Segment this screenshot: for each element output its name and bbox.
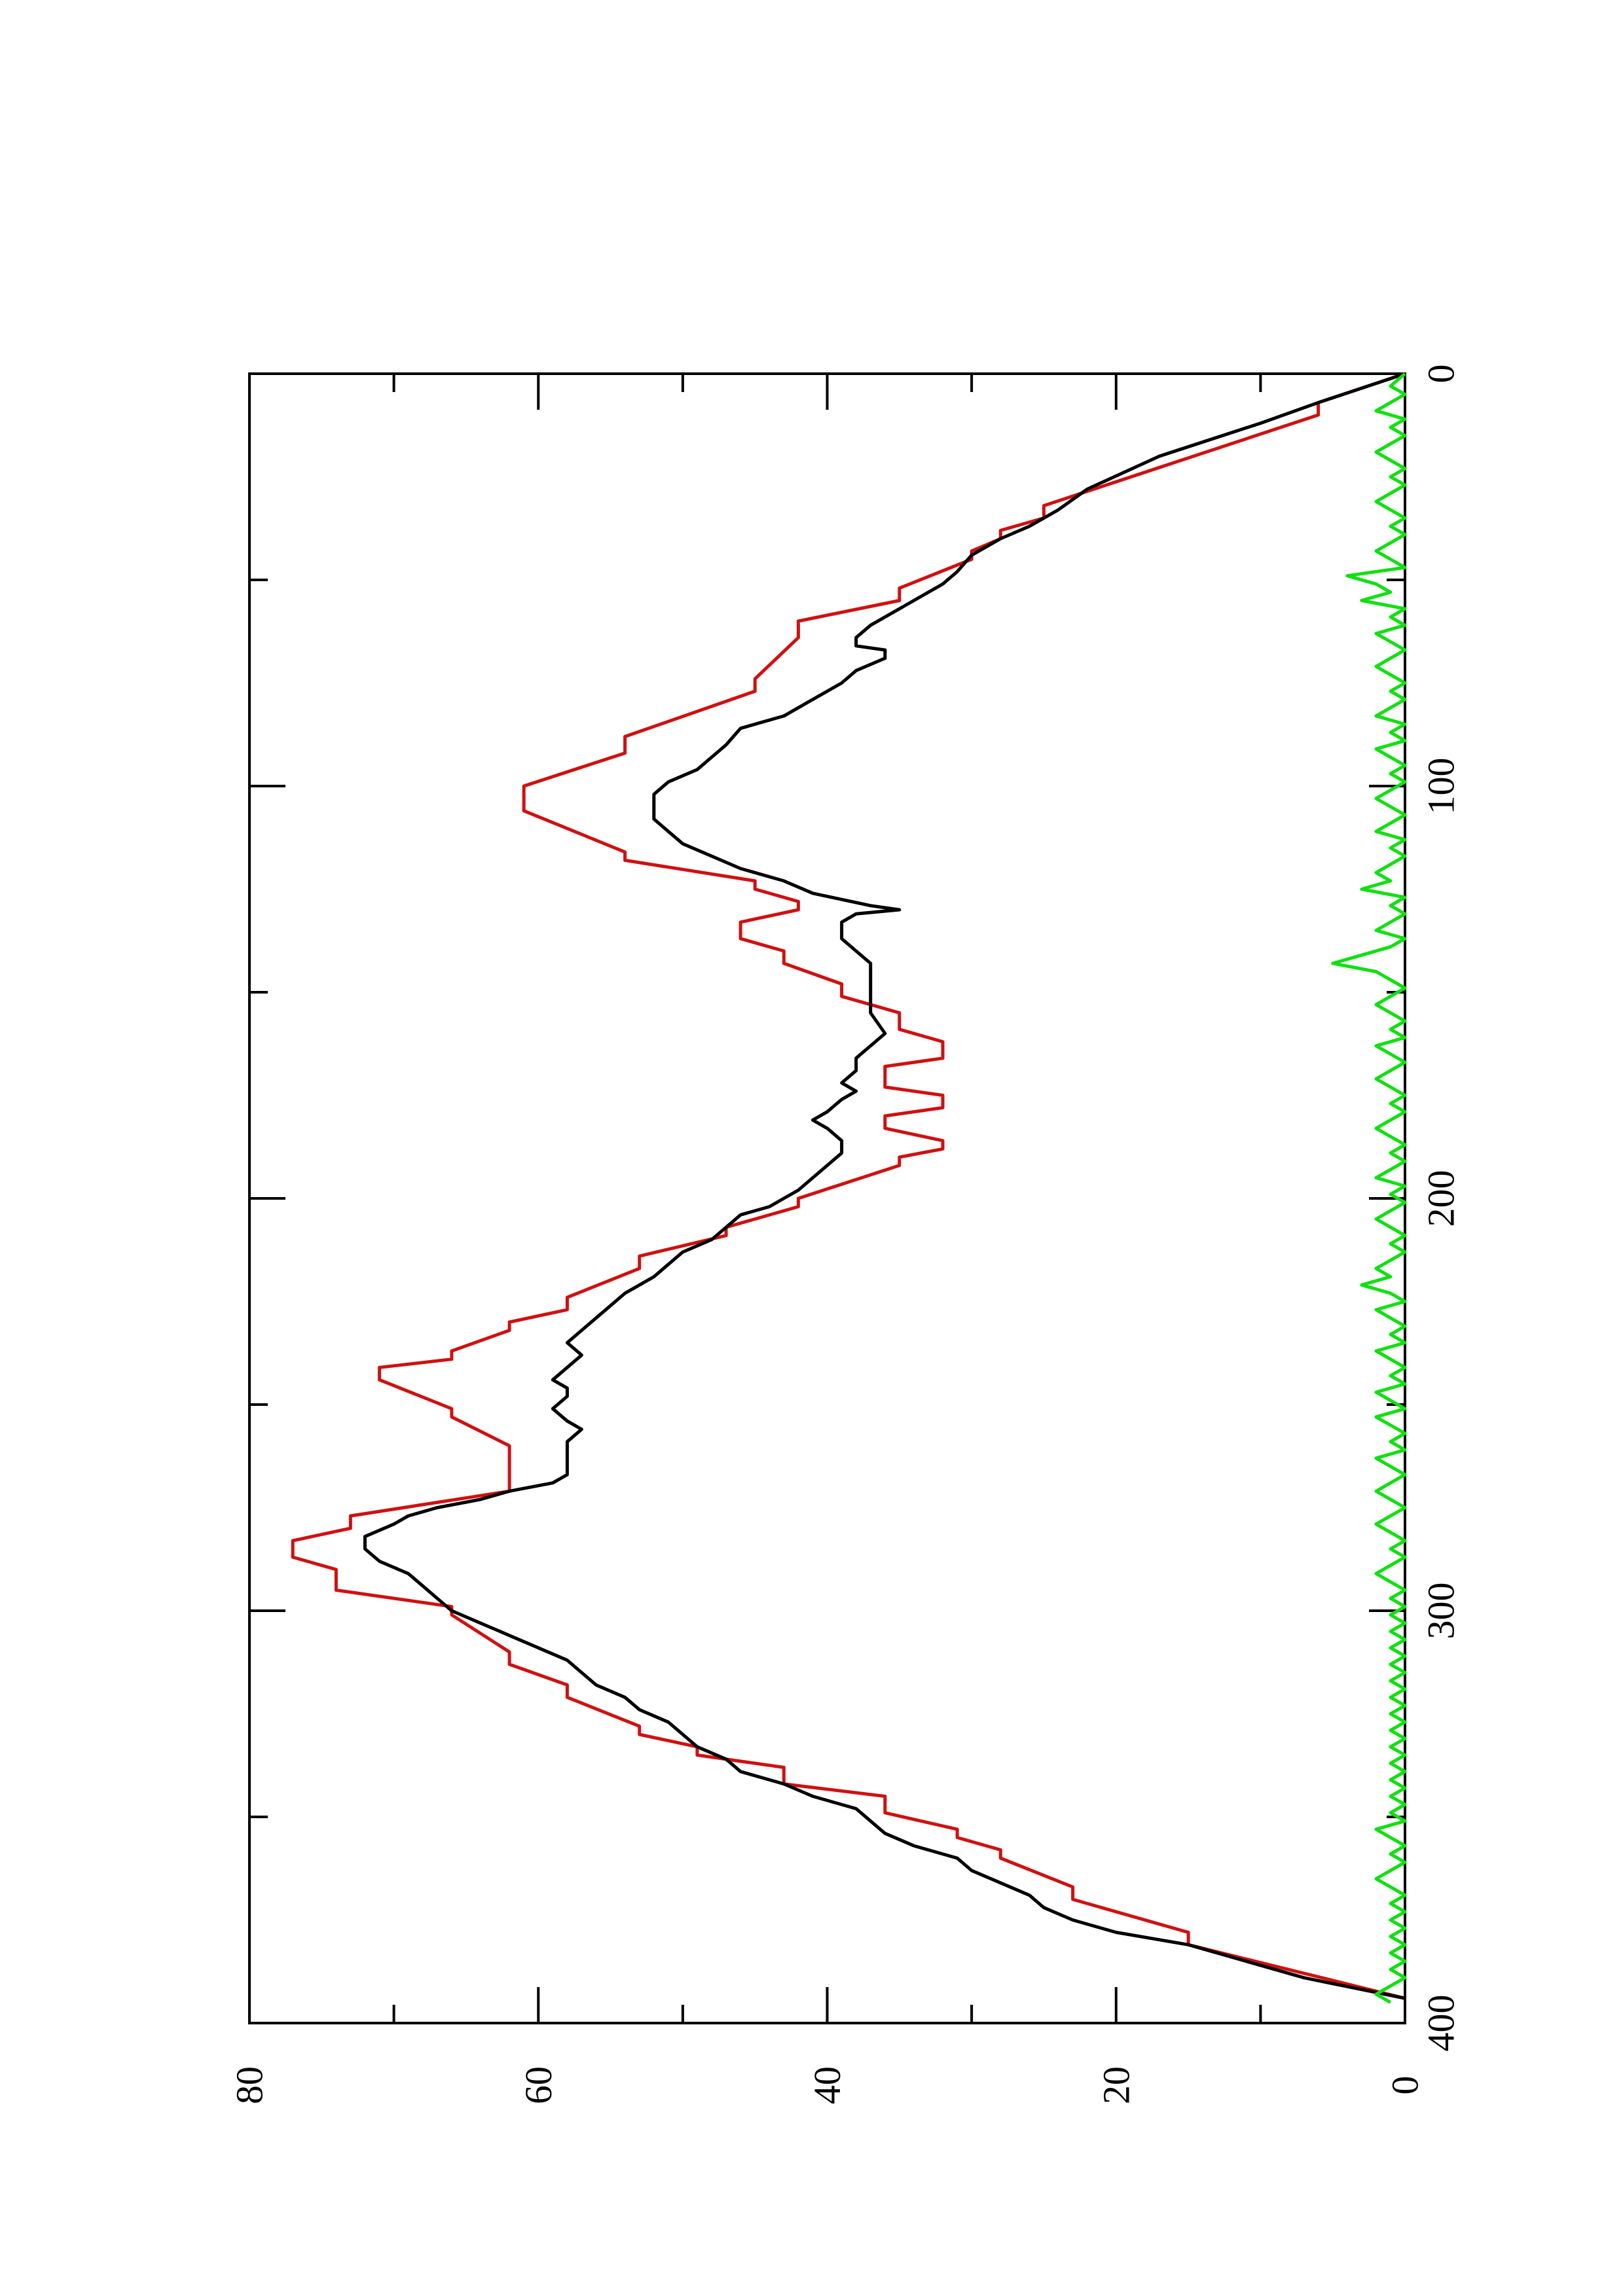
x-tick-label: 100 [1420,758,1463,815]
tick-labels: 0 100 200 300 400 0 20 40 60 80 [228,365,1463,2105]
x-tick-label: 0 [1420,365,1463,384]
series-layer [291,372,1407,2004]
y-tick-label: 80 [228,2066,271,2104]
series-line-1 [291,372,1406,2000]
plot-area [248,372,1407,2024]
y-tick-label: 40 [806,2066,848,2104]
axis-ticks [248,372,1406,2024]
plot-frame [248,372,1406,2024]
series-line-3 [1331,372,1407,2004]
y-tick-label: 60 [517,2066,560,2104]
series-line-2 [363,372,1406,2000]
x-tick-label: 200 [1420,1170,1463,1227]
y-tick-label: 20 [1095,2066,1137,2104]
y-tick-label: 0 [1384,2076,1427,2095]
x-tick-label: 300 [1420,1583,1463,1640]
x-tick-label: 400 [1420,1995,1463,2052]
